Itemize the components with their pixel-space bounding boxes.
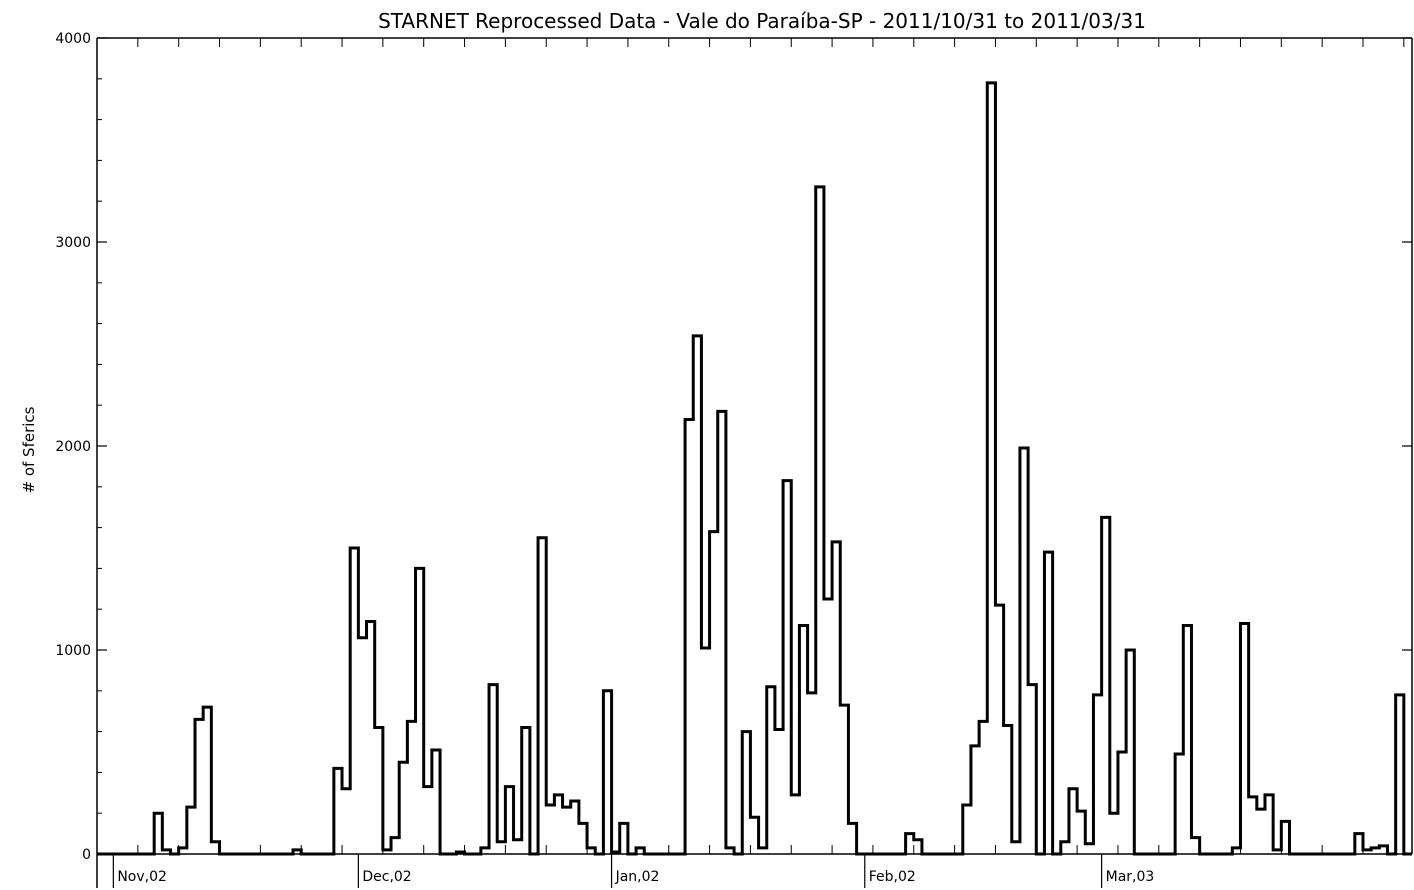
y-axis-label: # of Sferics bbox=[20, 406, 38, 493]
y-tick-label: 4000 bbox=[55, 31, 91, 47]
series bbox=[97, 81, 1412, 856]
y-tick-label: 3000 bbox=[55, 235, 91, 251]
month-label: Dec,02 bbox=[362, 869, 411, 885]
month-label: Mar,03 bbox=[1106, 869, 1155, 885]
y-tick-label: 1000 bbox=[55, 643, 91, 659]
month-label: Jan,02 bbox=[615, 869, 660, 885]
y-axis-ticks: 0 1000 2000 3000 4000 bbox=[55, 31, 1412, 863]
sferics-step-line bbox=[97, 81, 1412, 856]
month-label: Nov,02 bbox=[117, 869, 167, 885]
chart-title: STARNET Reprocessed Data - Vale do Paraí… bbox=[378, 9, 1146, 33]
month-labels: Nov,02 Dec,02 Jan,02 Feb,02 Mar,03 bbox=[112, 854, 1155, 888]
month-label: Feb,02 bbox=[869, 869, 916, 885]
y-tick-label: 0 bbox=[82, 847, 91, 863]
y-tick-label: 2000 bbox=[55, 439, 91, 455]
axes bbox=[96, 37, 1413, 888]
